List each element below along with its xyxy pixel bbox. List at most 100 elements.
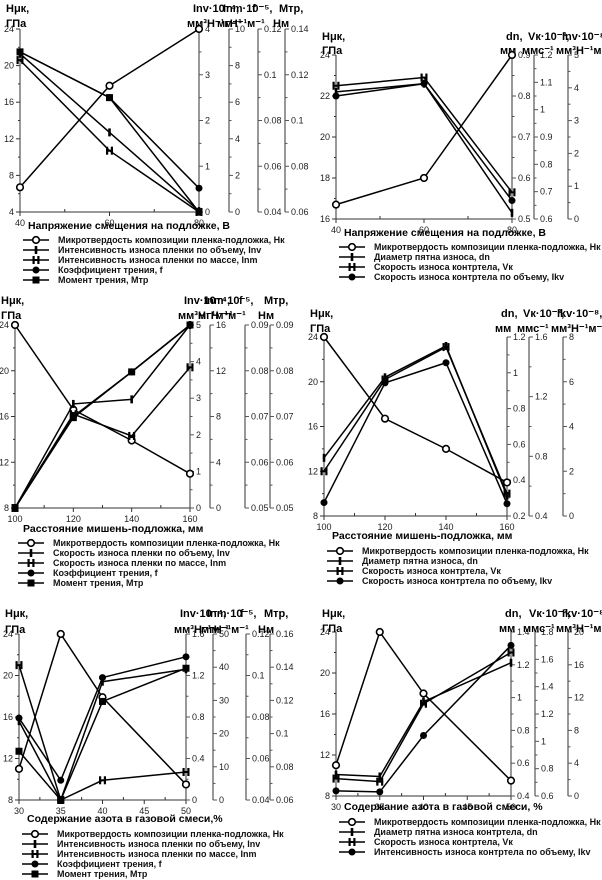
left-axis-tick-label: 16	[320, 709, 330, 719]
right-axis-tick-label: 0	[574, 791, 579, 801]
left-axis-tick-label: 4	[9, 207, 14, 217]
right-axis-2: 0.4 0.8 1.2 1.6 Vк·10⁻³, ммс⁻¹	[517, 308, 564, 521]
data-point-H-bar	[15, 664, 23, 667]
data-point-H-bar	[420, 702, 427, 705]
right-axis-tick-label: 4	[569, 422, 574, 432]
data-point-circle-filled	[503, 500, 511, 508]
x-axis-tick-label: 80	[507, 225, 517, 235]
right-axis-tick-label: 0.06	[276, 457, 294, 467]
right-axis-tick-label: 0.12	[276, 695, 294, 705]
right-axis-4: 0.06 0.08 0.1 0.12 0.14 0.16 Мтр, Нм	[258, 608, 294, 805]
data-point-H	[99, 776, 106, 785]
series-line	[14, 324, 191, 509]
data-point-bar	[509, 658, 513, 667]
right-axis-tick-label: 1	[574, 181, 579, 191]
right-axis-unit: мм	[499, 623, 515, 635]
right-axis-tick-label: 0.12	[264, 24, 282, 34]
legend-label: Скорость износа контртела по объему, Ikv	[362, 576, 552, 586]
legend-label: Скорость износа контртела по объему, Ikv	[374, 272, 564, 282]
data-point-H	[106, 146, 113, 155]
legend-marker-circle-filled	[348, 273, 356, 281]
right-axis-tick-label: 3	[196, 393, 201, 403]
x-axis-tick-label: 80	[194, 218, 204, 228]
left-axis-tick-label: 12	[4, 134, 14, 144]
right-axis-tick-label: 0.6	[513, 439, 526, 449]
right-axis-label: Inm·10⁻⁵,	[223, 3, 272, 15]
legend-marker-circle-open	[31, 235, 41, 245]
legend-label: Коэффициент трения, f	[58, 265, 164, 275]
right-axis-tick-label: 0.05	[276, 503, 294, 513]
right-axis-label: Мтр,	[264, 295, 288, 307]
left-axis-tick-label: 12	[320, 750, 330, 760]
series-3	[11, 363, 194, 512]
right-axis-tick-label: 0.08	[264, 116, 282, 126]
x-axis-tick-label: 40	[97, 806, 107, 816]
legend-label: Диаметр пятна износа, dn	[374, 252, 490, 262]
data-point-circle-open	[507, 50, 517, 60]
right-axis-unit: Нм	[273, 18, 289, 30]
legend-label: Микротвердость композиции пленка-подложк…	[362, 546, 589, 556]
data-point-H	[332, 774, 340, 783]
data-point-circle-open	[419, 173, 429, 183]
data-point-circle-filled	[332, 787, 340, 795]
legend-marker-square	[27, 579, 35, 587]
right-axis-tick-label: 0.1	[264, 70, 277, 80]
left-axis-tick-label: 16	[4, 97, 14, 107]
legend-label: Скорость износа пленки по массе, Inm	[53, 558, 226, 568]
data-point-H-bar	[128, 434, 136, 437]
series-line	[335, 630, 512, 782]
right-axis-3: 0 1 2 3 4 5 Inv·10⁻⁸, мм³Н⁻¹м⁻¹	[556, 31, 602, 224]
data-point-circle-filled	[381, 379, 389, 387]
chart-panel-distance-film: 8 12 16 20 24 Hμк, ГПа 100 120 140 160 Расстояние м…	[0, 290, 300, 588]
left-axis-tick-label: 12	[0, 457, 9, 467]
chart-panel-bias-voltage-counterbody: 16 18 20 22 24 Hμк, ГПа 40 60 80 Напряжение смещен…	[300, 0, 602, 290]
right-axis-unit: мм³Н⁻¹м⁻¹	[556, 623, 602, 635]
right-axis-tick-label: 2	[235, 170, 240, 180]
data-point-circle-open	[502, 478, 512, 487]
right-axis-tick-label: 0.7	[518, 132, 531, 142]
right-axis-label: Ikv·10⁻⁸,	[562, 608, 602, 620]
series-line	[18, 664, 187, 802]
right-axis-unit: мм	[495, 323, 511, 335]
x-axis-label: Напряжение смещения на подложке, В	[28, 220, 230, 232]
series-4	[332, 641, 515, 796]
right-axis-tick-label: 0	[205, 207, 210, 217]
legend-marker-circle-filled	[31, 860, 39, 868]
right-axis-tick-label: 16	[574, 660, 584, 670]
legend-marker-H-bar	[27, 562, 35, 564]
legend-marker-circle-filled	[348, 848, 356, 856]
right-axis-tick-label: 1	[540, 105, 545, 115]
data-point-circle-filled	[195, 184, 203, 192]
right-axis-tick-label: 1.1	[540, 77, 553, 87]
legend-label: Диаметр пятна износа, dn	[362, 556, 478, 566]
right-axis-tick-label: 0.6	[518, 173, 531, 183]
right-axis-tick-label: 0.06	[264, 161, 282, 171]
data-point-circle-open	[419, 689, 428, 698]
right-axis-tick-label: 0.8	[535, 451, 548, 461]
right-axis-3: 0 2 4 6 8 Ikv·10⁻⁸, мм³Н⁻¹м⁻¹	[551, 308, 602, 521]
data-point-circle-open	[56, 629, 65, 639]
right-axis-tick-label: 1	[517, 693, 522, 703]
right-axis-tick-label: 0.4	[535, 511, 548, 521]
data-point-square	[15, 747, 23, 755]
data-point-circle-filled	[332, 92, 340, 100]
series-4	[16, 48, 203, 192]
right-axis-label: f	[240, 608, 244, 620]
right-axis-tick-label: 0	[192, 795, 197, 805]
data-point-square	[182, 664, 190, 672]
right-axis-tick-label: 1.2	[517, 660, 530, 670]
right-axis-label: Inv·10⁻⁴,	[193, 3, 239, 15]
data-point-H-bar	[182, 770, 190, 773]
data-point-circle-filled	[376, 788, 384, 796]
right-axis-tick-label: 0.8	[192, 712, 205, 722]
data-point-H	[376, 777, 384, 786]
left-axis-tick-label: 24	[320, 627, 330, 637]
right-axis-tick-label: 0.04	[252, 795, 270, 805]
data-point-circle-open	[14, 764, 24, 773]
data-point-H-bar	[420, 76, 428, 79]
right-axis-2: 0 2 4 6 8 10 Inm·10⁻⁵, мгН⁻¹м⁻¹	[217, 3, 272, 217]
right-axis-unit: мм³Н⁻¹м⁻¹	[178, 310, 233, 322]
